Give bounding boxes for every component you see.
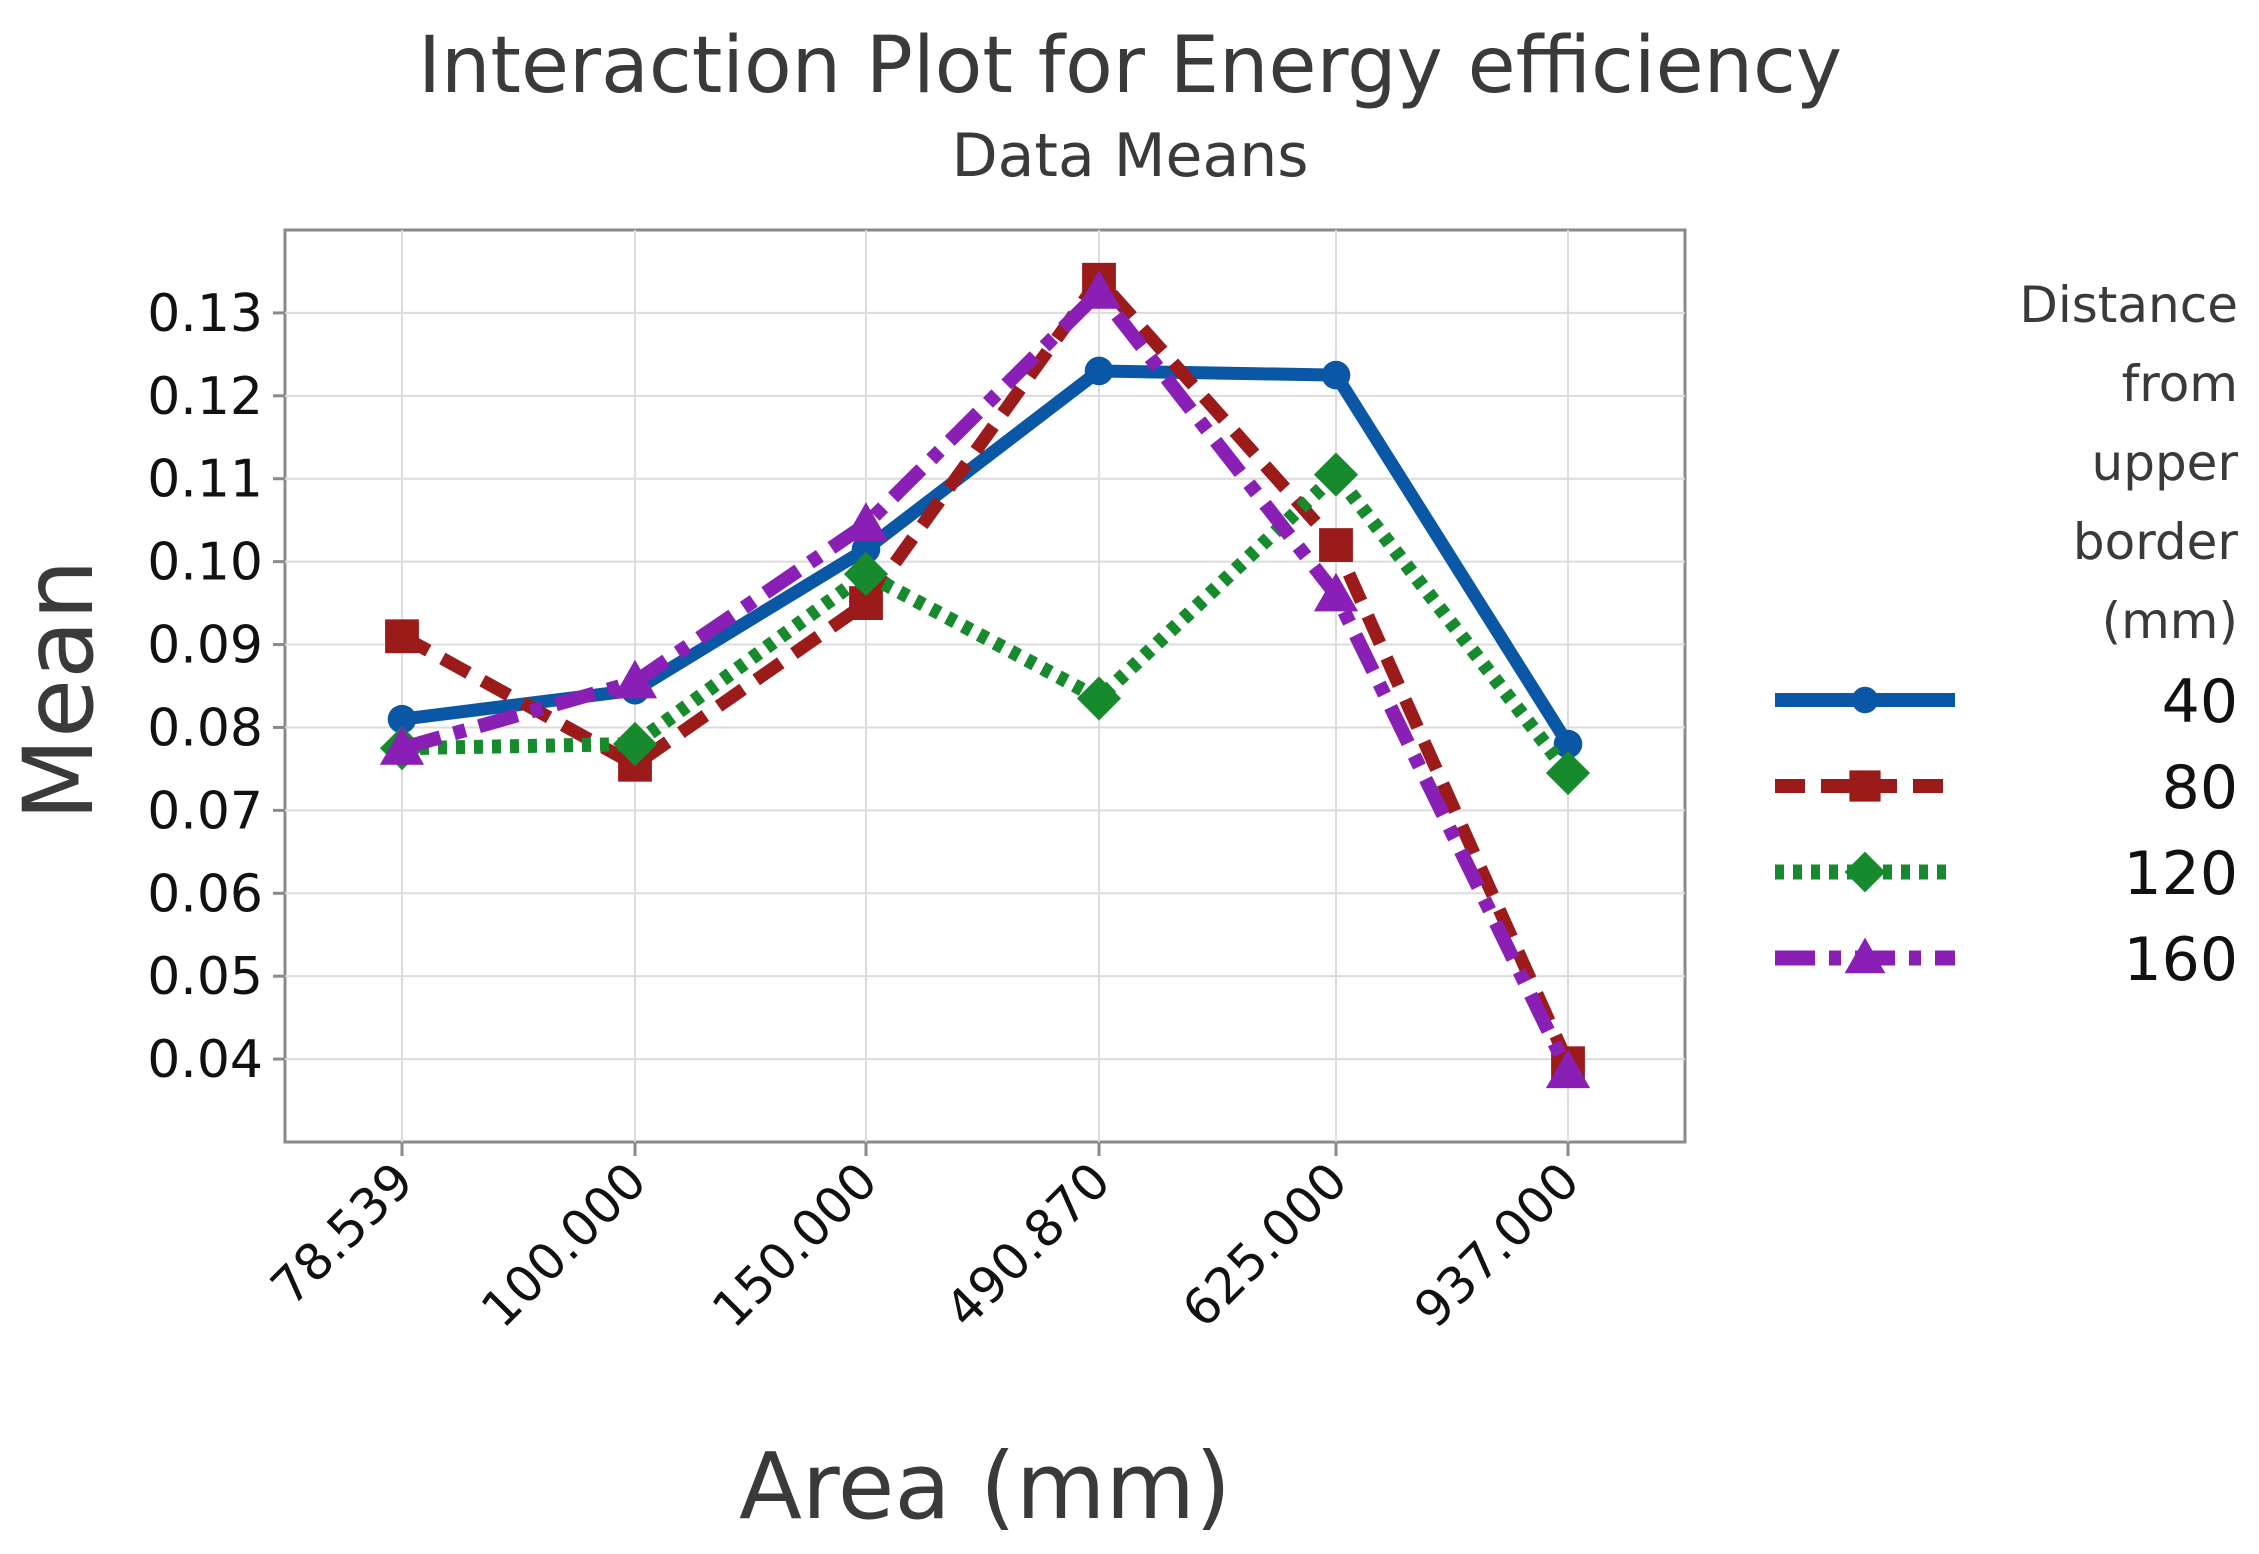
- legend-label-160: 160: [2123, 925, 2238, 995]
- legend-title-line-1: Distance: [2019, 276, 2238, 334]
- series-line-80: [398, 273, 1574, 1066]
- series-line-120: [401, 467, 1574, 778]
- y-tick-label: 0.10: [147, 533, 263, 593]
- y-tick-label: 0.13: [147, 284, 263, 344]
- data-point-40: [387, 704, 417, 734]
- legend-marker-160: [1844, 937, 1886, 974]
- y-tick-label: 0.12: [147, 367, 263, 427]
- legend-label-80: 80: [2162, 753, 2238, 823]
- data-point-80: [1319, 528, 1353, 562]
- x-tick-label: 78.539: [260, 1151, 425, 1316]
- legend-title-line-3: upper: [2092, 434, 2239, 492]
- data-point-80: [385, 619, 419, 654]
- x-tick-label: 100.000: [470, 1151, 657, 1338]
- legend-label-40: 40: [2162, 667, 2238, 737]
- chart-subtitle: Data Means: [951, 121, 1308, 191]
- y-tick-label: 0.07: [147, 781, 263, 841]
- data-point-40: [1084, 356, 1114, 386]
- legend: Distance from upper border (mm) 40 80 120 1…: [1775, 276, 2238, 995]
- x-axis-label: Area (mm): [739, 1433, 1231, 1540]
- data-point-40: [851, 534, 881, 564]
- legend-title-line-4: border: [2073, 513, 2239, 571]
- data-point-120: [1545, 750, 1591, 796]
- y-tick-label: 0.06: [147, 864, 263, 924]
- x-tick-label: 490.870: [934, 1151, 1121, 1338]
- data-point-40: [1553, 729, 1583, 759]
- legend-title-line-2: from: [2122, 355, 2238, 413]
- y-tick-label: 0.09: [147, 616, 263, 676]
- legend-marker-40: [1851, 686, 1879, 714]
- y-tick-label: 0.05: [147, 947, 263, 1007]
- legend-marker-80: [1849, 770, 1881, 802]
- legend-title-line-5: (mm): [2102, 592, 2238, 650]
- y-tick-label: 0.04: [147, 1030, 263, 1090]
- data-point-120: [1076, 676, 1122, 721]
- y-axis-label: Mean: [3, 559, 115, 821]
- x-tick-label: 625.000: [1171, 1151, 1358, 1338]
- series-lines: [379, 262, 1591, 1089]
- x-axis: 78.539 100.000 150.000 490.870 625.000 937.00…: [260, 1142, 1590, 1339]
- series-160: [379, 270, 1591, 1089]
- data-point-160: [379, 726, 425, 765]
- data-point-120: [1313, 452, 1359, 497]
- data-point-120: [612, 721, 658, 767]
- data-point-120: [843, 551, 889, 597]
- legend-marker-120: [1844, 851, 1886, 893]
- data-point-160: [1313, 572, 1359, 612]
- y-tick-label: 0.11: [147, 450, 263, 510]
- data-point-160: [1545, 1049, 1591, 1089]
- x-tick-label: 937.000: [1403, 1151, 1590, 1338]
- chart-title: Interaction Plot for Energy efficiency: [418, 21, 1842, 111]
- legend-label-120: 120: [2123, 839, 2238, 909]
- x-tick-label: 150.000: [701, 1151, 888, 1338]
- data-point-160: [843, 502, 889, 541]
- series-line-40: [395, 364, 1575, 751]
- data-point-160: [1076, 270, 1122, 309]
- series-40: [387, 356, 1583, 759]
- data-point-40: [1321, 360, 1351, 390]
- y-tick-label: 0.08: [147, 698, 263, 758]
- plot-area: [283, 228, 1687, 1144]
- y-axis: 0.04 0.05 0.06 0.07 0.08 0.09 0.10 0.11 0.12 0.13: [147, 284, 285, 1090]
- data-point-160: [612, 659, 658, 699]
